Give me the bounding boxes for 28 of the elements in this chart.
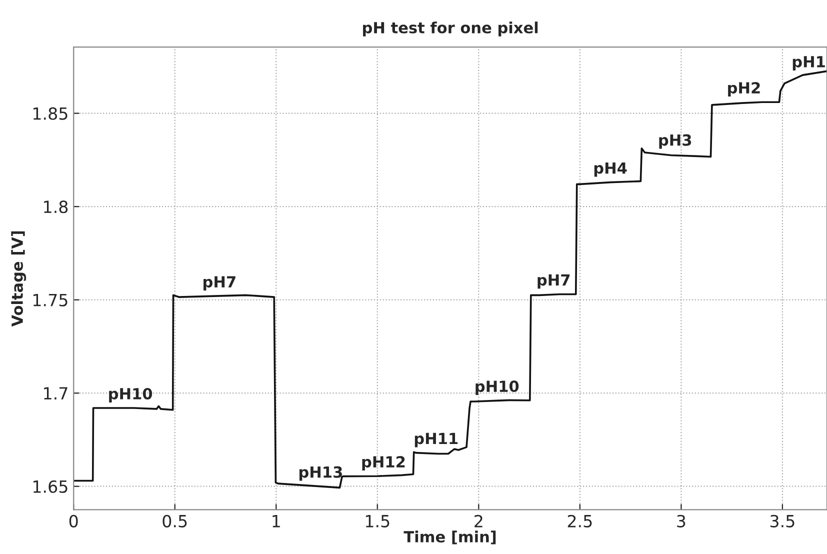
x-tick-label: 0.5 <box>162 514 187 528</box>
y-tick-label: 1.75 <box>33 294 68 306</box>
annotation: pH7 <box>204 276 236 291</box>
y-tick-label: 1.65 <box>33 480 68 493</box>
x-tick-label: 1.5 <box>366 515 390 528</box>
annotation: pH7 <box>538 274 570 289</box>
annotation: pH11 <box>414 432 458 448</box>
annotation: pH1 <box>792 56 825 70</box>
annotation: pH12 <box>362 456 405 471</box>
annotation: pH10 <box>109 388 152 402</box>
x-tick-label: 2 <box>474 514 482 528</box>
annotation: pH13 <box>299 466 342 481</box>
y-tick-label: 1.8 <box>44 200 68 214</box>
y-tick-label: 1.7 <box>44 387 68 400</box>
x-axis-title: Time [min] <box>404 530 496 544</box>
x-tick-label: 1 <box>272 515 280 528</box>
y-tick-label: 1.85 <box>33 107 68 120</box>
x-tick-label: 3 <box>677 514 686 528</box>
annotation: pH4 <box>594 162 627 177</box>
annotation: pH10 <box>476 380 519 396</box>
x-tick-label: 3.5 <box>770 514 794 528</box>
x-tick-label: 2.5 <box>568 514 592 528</box>
y-axis-title: Voltage [V] <box>11 231 26 327</box>
annotation: pH3 <box>659 134 692 149</box>
x-tick-label: 0 <box>69 514 78 528</box>
annotation: pH2 <box>728 82 760 97</box>
chart-title: pH test for one pixel <box>363 22 538 36</box>
line-series <box>74 70 827 489</box>
